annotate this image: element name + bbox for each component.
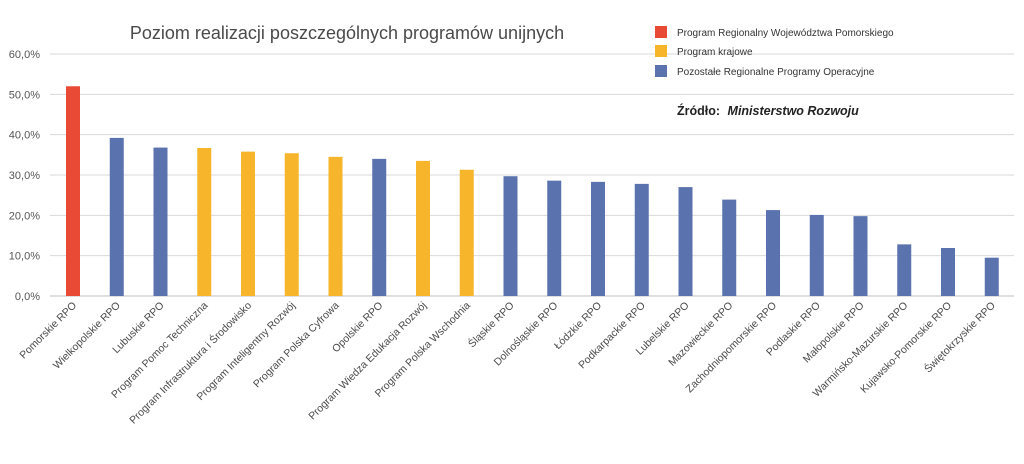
bar bbox=[197, 147, 212, 296]
y-tick-label: 50,0% bbox=[9, 89, 40, 101]
bar bbox=[328, 156, 343, 296]
y-tick-label: 0,0% bbox=[15, 291, 40, 303]
bar bbox=[984, 257, 999, 296]
source-label: Źródło: bbox=[677, 103, 720, 118]
grid bbox=[50, 53, 1014, 297]
x-tick-label: Kujawsko-Pomorskie RPO bbox=[858, 300, 954, 396]
bar bbox=[809, 214, 824, 296]
legend: Program Regionalny Województwa Pomorskie… bbox=[655, 26, 894, 78]
bar bbox=[853, 216, 868, 296]
bar bbox=[547, 180, 562, 296]
legend-swatch-pozostale bbox=[655, 65, 667, 77]
x-tick-label: Program Polska Wschodnia bbox=[373, 300, 473, 400]
bar bbox=[897, 244, 912, 296]
y-tick-label: 20,0% bbox=[9, 210, 40, 222]
y-tick-label: 30,0% bbox=[9, 170, 40, 182]
source-note: Źródło: Ministerstwo Rozwoju bbox=[677, 103, 859, 118]
bar bbox=[678, 187, 693, 296]
bar bbox=[153, 147, 168, 296]
y-tick-label: 40,0% bbox=[9, 130, 40, 142]
x-tick-label: Program Polska Cyfrowa bbox=[251, 300, 342, 391]
bar bbox=[634, 183, 649, 296]
bars bbox=[66, 86, 999, 297]
y-axis: 0,0% 10,0% 20,0% 30,0% 40,0% 50,0% 60,0% bbox=[9, 49, 40, 303]
bar bbox=[503, 176, 518, 296]
bar bbox=[372, 158, 387, 296]
bar bbox=[66, 86, 80, 297]
legend-swatch-krajowe bbox=[655, 45, 667, 57]
bar bbox=[109, 137, 124, 296]
bar bbox=[416, 160, 430, 296]
legend-label-pozostale: Pozostałe Regionalne Programy Operacyjne bbox=[677, 67, 875, 78]
legend-label-pomorskie: Program Regionalny Województwa Pomorskie… bbox=[677, 28, 894, 39]
y-tick-label: 60,0% bbox=[9, 49, 40, 61]
bar bbox=[941, 248, 955, 296]
bar bbox=[459, 169, 474, 296]
y-tick-label: 10,0% bbox=[9, 251, 40, 263]
x-tick-label: Zachodniopomorskie RPO bbox=[684, 300, 780, 396]
bar bbox=[722, 199, 737, 296]
source-value: Ministerstwo Rozwoju bbox=[728, 104, 860, 118]
bar bbox=[591, 181, 605, 296]
bar bbox=[766, 210, 780, 296]
bar bbox=[284, 153, 299, 296]
x-tick-label: Świętokrzyskie RPO bbox=[921, 299, 997, 375]
legend-label-krajowe: Program krajowe bbox=[677, 47, 753, 58]
bar bbox=[241, 151, 255, 296]
legend-swatch-pomorskie bbox=[655, 26, 667, 38]
chart-title: Poziom realizacji poszczególnych program… bbox=[130, 23, 564, 43]
